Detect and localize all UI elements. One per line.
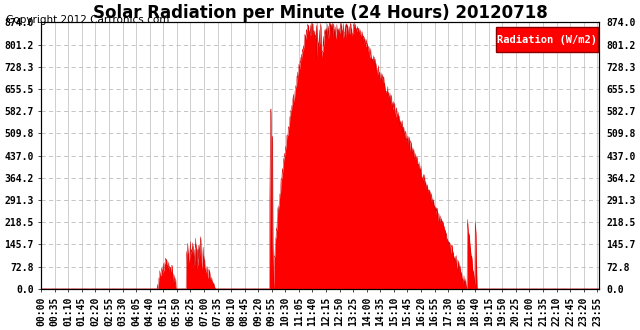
Text: Radiation (W/m2): Radiation (W/m2) [497,35,597,45]
Text: Copyright 2012 Cartronics.com: Copyright 2012 Cartronics.com [6,15,170,25]
Title: Solar Radiation per Minute (24 Hours) 20120718: Solar Radiation per Minute (24 Hours) 20… [93,4,547,22]
